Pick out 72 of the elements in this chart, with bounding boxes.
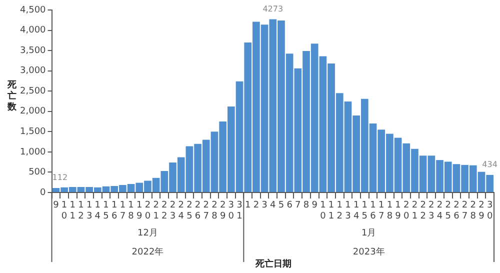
x-tick-label: 15: [362, 200, 368, 222]
x-tick-label: 23: [428, 200, 434, 222]
x-tick-label: 1: [244, 200, 251, 210]
x-tick-label: 26: [194, 200, 201, 222]
y-tick-label: 4,500: [20, 5, 46, 16]
x-tick-label: 20: [144, 200, 151, 222]
y-tick-label: 2,000: [20, 106, 46, 117]
x-tick-label: 15: [103, 200, 109, 222]
x-tick-label: 9: [312, 200, 318, 210]
x-tick-label: 17: [120, 200, 126, 222]
x-tick-label: 28: [212, 200, 218, 222]
x-tick-label: 26: [454, 200, 460, 222]
x-tick-label: 1 2: [336, 200, 342, 222]
y-tick-label: 3,500: [20, 46, 46, 56]
x-tick-label: 19: [136, 200, 143, 222]
x-tick-label: 10: [61, 200, 68, 222]
x-tick-label: 27: [203, 200, 209, 222]
x-tick-label: 22: [420, 200, 426, 222]
x-tick-label: 19: [395, 200, 402, 222]
x-tick-label: 25: [186, 200, 192, 222]
y-tick-label: 1,000: [20, 147, 46, 158]
x-tick-label: 16: [111, 200, 118, 222]
x-tick-label: 7: [295, 200, 301, 210]
x-tick-label: 8: [303, 200, 310, 210]
y-axis-title: 死亡数: [6, 80, 18, 113]
data-label: 4273: [262, 4, 284, 14]
x-tick-label: 22: [162, 200, 168, 222]
x-tick-label: 27: [462, 200, 468, 222]
x-tick-label: 5: [278, 200, 284, 210]
x-tick-label: 24: [178, 200, 184, 222]
x-tick-label: 21: [412, 200, 418, 222]
x-tick-label: 21: [153, 200, 159, 222]
y-tick-label: 3,000: [20, 66, 46, 76]
x-tick-label: 14: [94, 200, 101, 222]
x-tick-label: 25: [445, 200, 451, 222]
text: 12月: [137, 228, 158, 238]
x-tick-label: 30: [228, 200, 234, 222]
x-tick-label: 24: [436, 200, 443, 222]
x-tick-label: 14: [353, 200, 360, 222]
data-label: 112: [52, 173, 68, 182]
x-tick-label: 10: [320, 200, 326, 222]
text: 1月: [361, 228, 376, 238]
text: 2022年: [132, 246, 164, 258]
y-tick-label: 1,500: [20, 127, 46, 138]
x-tick-label: 29: [478, 200, 485, 222]
y-tick-label: 4,000: [20, 26, 46, 36]
x-tick-label: 29: [220, 200, 226, 222]
x-tick-label: 11: [70, 200, 76, 222]
data-label: 434: [482, 160, 498, 169]
y-tick-label: 500: [28, 168, 46, 178]
x-tick-label: 30: [486, 200, 493, 222]
x-tick-label: 18: [386, 200, 393, 222]
y-tick-label: 0: [40, 188, 46, 198]
x-tick-label: 13: [86, 200, 92, 222]
x-axis-title: 死亡日期: [254, 258, 292, 270]
text: 2023年: [352, 246, 385, 258]
x-tick-label: 28: [470, 200, 476, 222]
x-tick-label: 11: [328, 200, 334, 222]
x-tick-label: 13: [345, 200, 351, 222]
x-tick-label: 23: [170, 200, 176, 222]
x-tick-label: 2: [253, 200, 260, 210]
x-tick-label: 3: [262, 200, 268, 210]
x-tick-label: 20: [404, 200, 410, 222]
x-tick-label: 6: [286, 200, 293, 210]
x-tick-label: 17: [378, 200, 384, 222]
x-tick-label: 16: [370, 200, 376, 222]
x-tick-label: 12: [78, 200, 84, 222]
x-tick-label: 31: [236, 200, 242, 222]
x-tick-label: 9: [53, 200, 60, 210]
y-tick-label: 2,500: [20, 86, 46, 96]
x-tick-label: 4: [270, 200, 276, 210]
x-tick-label: 18: [128, 200, 134, 222]
